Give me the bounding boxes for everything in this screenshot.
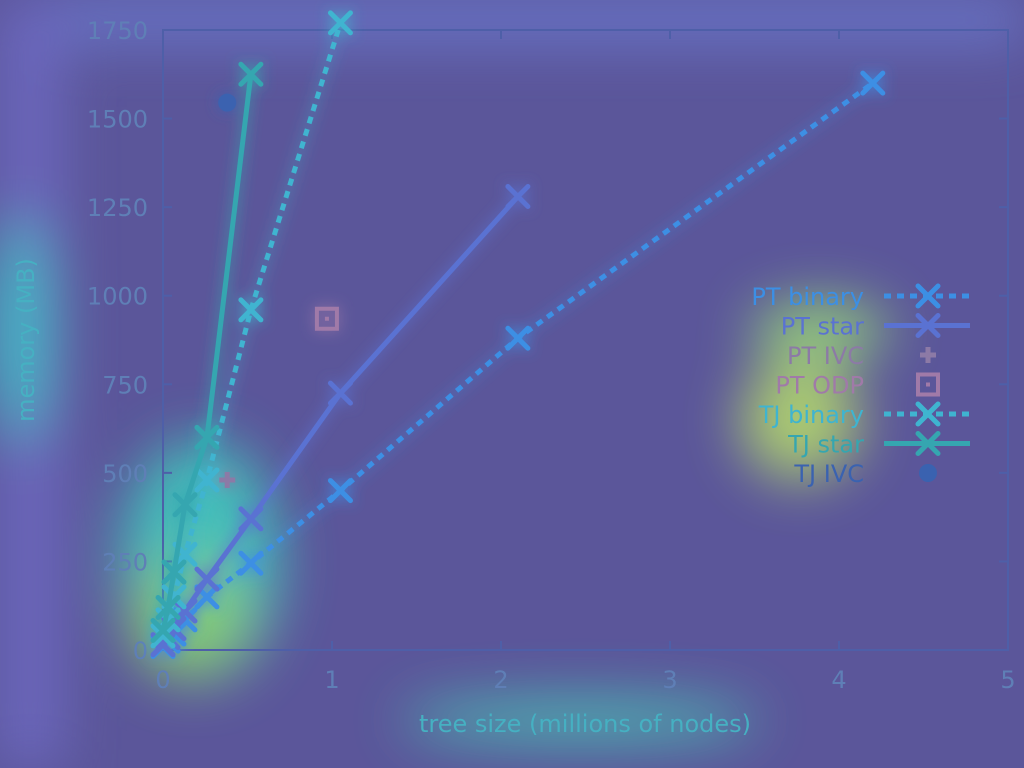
x-axis-label: tree size (millions of nodes) [419,710,751,738]
data-point [505,184,531,210]
series-line [160,194,520,647]
plot-frame [162,29,1009,651]
data-point [194,566,220,592]
data-point [194,467,220,493]
legend-marker [919,464,937,482]
data-point [194,424,220,450]
data-point [327,10,353,36]
legend-label: PT IVC [787,342,864,370]
data-point [314,306,339,331]
x-tick-label: 0 [155,666,170,694]
y-axis-label: memory (MB) [12,258,40,422]
x-tick-label: 4 [831,666,846,694]
x-tick-label: 3 [662,666,677,694]
legend-label: TJ IVC [793,460,864,488]
legend-marker [920,347,936,363]
data-point [238,297,264,323]
series-line [160,22,343,637]
x-tick-label: 2 [493,666,508,694]
data-point [860,70,886,96]
x-tick-label: 5 [1000,666,1015,694]
legend-marker [915,431,941,456]
data-point [238,550,264,576]
series-line [160,73,254,632]
legend-label: TJ binary [758,401,864,429]
y-tick-label: 1750 [87,17,148,45]
series-pt-binary [150,70,886,659]
data-point [327,478,353,504]
x-tick-label: 1 [324,666,339,694]
series-pt-odp [314,306,339,331]
legend-label: TJ star [787,431,864,459]
y-tick-label: 1000 [87,283,148,311]
data-point [238,61,264,87]
legend-marker [915,313,941,338]
series-tj-star [150,61,264,644]
series-tj-binary [150,10,353,649]
legend-label: PT binary [751,283,864,311]
y-tick-label: 1500 [87,106,148,134]
data-point [155,594,181,620]
y-tick-label: 250 [102,548,148,576]
data-point [327,380,353,406]
data-point [161,559,187,585]
legend-marker [916,372,940,397]
y-tick-label: 0 [133,637,148,665]
data-point [150,618,176,644]
y-tick-label: 1250 [87,194,148,222]
series-line [161,81,875,649]
data-point [219,471,236,488]
series-pt-ivc [219,471,236,488]
series-tj-ivc [218,93,237,112]
legend-label: PT ODP [775,372,864,400]
y-tick-label: 750 [102,371,148,399]
data-point [218,93,237,112]
data-point [238,506,264,532]
data-point [505,325,531,351]
data-point [172,492,198,518]
legend-label: PT star [781,313,864,341]
y-tick-label: 500 [102,460,148,488]
legend-marker [915,401,941,427]
legend-marker [915,283,941,309]
